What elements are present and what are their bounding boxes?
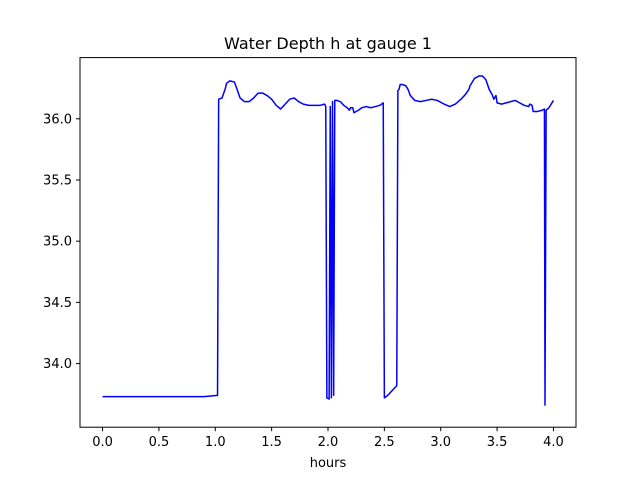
y-axis-ticks: 34.0 34.5 35.0 35.5 36.0 xyxy=(43,112,80,372)
plot-area xyxy=(80,57,576,428)
x-tick-label: 4.0 xyxy=(543,435,564,450)
x-tick-label: 0.5 xyxy=(149,435,170,450)
x-tick-label: 3.5 xyxy=(487,435,508,450)
x-tick-label: 1.5 xyxy=(261,435,282,450)
y-tick-label: 35.0 xyxy=(43,235,72,250)
x-axis-ticks: 0.0 0.5 1.0 1.5 2.0 2.5 3.0 3.5 4.0 xyxy=(92,427,564,450)
x-tick-label: 1.0 xyxy=(205,435,226,450)
series-layer xyxy=(102,75,555,406)
y-tick-label: 35.5 xyxy=(43,173,72,188)
series-line-1 xyxy=(102,75,555,406)
x-tick-label: 2.0 xyxy=(318,435,339,450)
y-tick-label: 36.0 xyxy=(43,112,72,127)
chart-title: Water Depth h at gauge 1 xyxy=(224,34,432,53)
x-axis-label: hours xyxy=(310,456,347,471)
y-tick-label: 34.0 xyxy=(43,357,72,372)
x-tick-label: 2.5 xyxy=(374,435,395,450)
x-tick-label: 3.0 xyxy=(430,435,451,450)
x-tick-label: 0.0 xyxy=(92,435,113,450)
y-tick-label: 34.5 xyxy=(43,296,72,311)
